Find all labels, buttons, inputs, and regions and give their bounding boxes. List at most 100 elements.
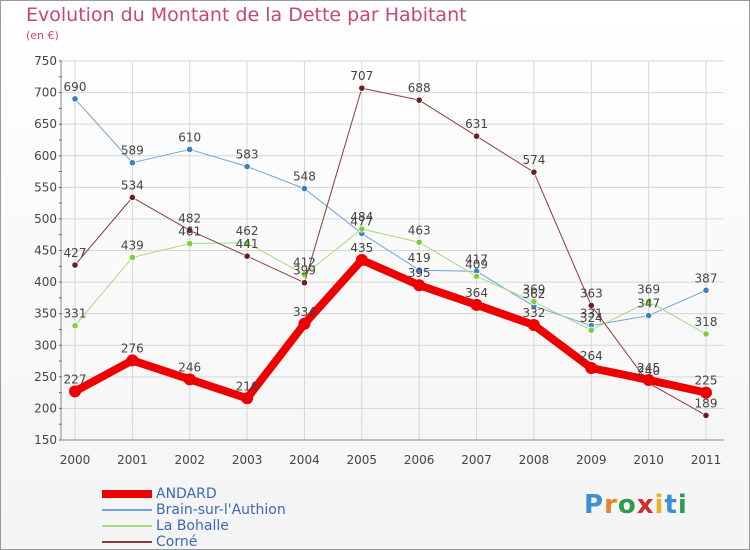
data-label-corn-: 534 bbox=[121, 178, 144, 192]
data-point-corn- bbox=[300, 279, 309, 287]
logo-letter: x bbox=[636, 490, 655, 520]
data-point-corn- bbox=[71, 261, 79, 269]
data-point-corn- bbox=[530, 168, 538, 176]
data-label-la-bohalle: 462 bbox=[236, 224, 259, 238]
data-label-la-bohalle: 412 bbox=[293, 256, 316, 270]
logo-letter: i bbox=[677, 490, 688, 520]
data-point-corn- bbox=[128, 193, 136, 202]
logo-letter: P bbox=[584, 490, 605, 520]
data-point-corn- bbox=[186, 226, 194, 234]
data-label-la-bohalle: 463 bbox=[408, 223, 431, 237]
x-tick-label: 2009 bbox=[576, 453, 607, 467]
x-tick-label: 2010 bbox=[633, 453, 664, 467]
y-tick-label: 700 bbox=[34, 86, 57, 100]
data-point-andard bbox=[470, 298, 483, 311]
y-tick-label: 650 bbox=[34, 117, 57, 131]
data-label-andard: 276 bbox=[121, 341, 144, 355]
data-point-la-bohalle bbox=[472, 272, 481, 280]
legend-item-corn-: Corné bbox=[102, 534, 197, 550]
series-line-la-bohalle bbox=[74, 228, 707, 335]
data-point-la-bohalle bbox=[530, 298, 538, 306]
data-label-la-bohalle: 409 bbox=[465, 257, 488, 271]
data-label-brain-sur-l-authion: 589 bbox=[121, 144, 144, 158]
legend-label: ANDARD bbox=[156, 486, 217, 502]
legend-swatch bbox=[102, 541, 152, 543]
data-point-corn- bbox=[358, 84, 366, 92]
data-point-la-bohalle bbox=[702, 330, 710, 338]
y-tick-label: 600 bbox=[34, 149, 57, 163]
data-label-corn-: 427 bbox=[64, 246, 87, 260]
data-point-la-bohalle bbox=[71, 322, 79, 330]
legend-item-brain-sur-l-authion: Brain-sur-l'Authion bbox=[102, 502, 286, 518]
data-label-andard: 246 bbox=[178, 360, 201, 374]
data-point-andard bbox=[700, 386, 712, 399]
data-point-la-bohalle bbox=[186, 239, 194, 248]
data-label-andard: 227 bbox=[64, 372, 87, 386]
data-label-andard: 264 bbox=[580, 349, 603, 363]
x-tick-label: 2007 bbox=[461, 453, 492, 467]
data-point-corn- bbox=[243, 252, 251, 260]
legend-label: La Bohalle bbox=[156, 518, 229, 534]
proxiti-logo: Proxiti bbox=[584, 490, 688, 520]
data-point-brain-sur-l-authion bbox=[415, 266, 423, 274]
data-label-corn-: 399 bbox=[293, 264, 316, 278]
data-point-andard bbox=[585, 361, 598, 374]
data-label-corn-: 482 bbox=[178, 211, 201, 225]
series-line-brain-sur-l-authion bbox=[74, 98, 707, 327]
data-label-corn-: 688 bbox=[408, 81, 431, 95]
x-tick-label: 2008 bbox=[519, 453, 550, 467]
data-label-la-bohalle: 331 bbox=[64, 307, 87, 321]
data-label-andard: 334 bbox=[293, 305, 316, 319]
data-label-andard: 332 bbox=[522, 306, 545, 320]
data-point-andard bbox=[642, 373, 655, 386]
data-point-corn- bbox=[472, 132, 481, 140]
chart-subtitle: (en €) bbox=[26, 29, 59, 42]
data-label-brain-sur-l-authion: 387 bbox=[695, 271, 718, 285]
y-tick-label: 750 bbox=[34, 54, 57, 68]
chart-title: Evolution du Montant de la Dette par Hab… bbox=[26, 4, 467, 26]
series-line-corn- bbox=[74, 87, 707, 416]
data-point-corn- bbox=[702, 411, 710, 419]
y-tick-label: 200 bbox=[34, 401, 57, 415]
y-tick-label: 250 bbox=[34, 370, 57, 384]
logo-letter: o bbox=[617, 490, 637, 520]
data-point-corn- bbox=[415, 96, 423, 104]
data-label-corn-: 441 bbox=[236, 237, 259, 251]
data-point-andard bbox=[413, 279, 426, 292]
data-label-corn-: 189 bbox=[695, 396, 718, 410]
data-point-la-bohalle bbox=[587, 326, 595, 334]
legend-swatch bbox=[102, 509, 152, 511]
data-label-andard: 245 bbox=[637, 361, 660, 375]
data-label-brain-sur-l-authion: 419 bbox=[408, 251, 431, 265]
y-tick-label: 400 bbox=[34, 275, 57, 289]
legend-item-andard: ANDARD bbox=[102, 486, 217, 502]
data-label-andard: 435 bbox=[350, 241, 373, 255]
data-label-la-bohalle: 439 bbox=[121, 238, 144, 252]
data-label-la-bohalle: 484 bbox=[350, 210, 373, 224]
x-tick-label: 2002 bbox=[174, 453, 205, 467]
data-label-brain-sur-l-authion: 477 bbox=[350, 214, 373, 228]
data-label-andard: 395 bbox=[408, 266, 431, 280]
x-tick-label: 2001 bbox=[117, 453, 148, 467]
x-tick-label: 2005 bbox=[347, 453, 378, 467]
legend-swatch bbox=[102, 525, 152, 527]
data-point-brain-sur-l-authion bbox=[300, 184, 309, 193]
data-label-brain-sur-l-authion: 610 bbox=[178, 130, 201, 144]
data-label-brain-sur-l-authion: 347 bbox=[637, 297, 660, 311]
data-point-la-bohalle bbox=[645, 298, 653, 306]
data-label-la-bohalle: 461 bbox=[178, 225, 201, 239]
data-label-brain-sur-l-authion: 548 bbox=[293, 170, 316, 184]
y-tick-label: 350 bbox=[34, 307, 57, 321]
data-label-la-bohalle: 318 bbox=[695, 315, 718, 329]
y-tick-label: 150 bbox=[34, 433, 57, 447]
logo-letter: r bbox=[604, 490, 618, 520]
data-label-corn-: 631 bbox=[465, 117, 488, 131]
data-label-brain-sur-l-authion: 583 bbox=[236, 147, 259, 161]
data-point-andard bbox=[183, 373, 196, 386]
data-point-brain-sur-l-authion bbox=[71, 95, 79, 103]
data-point-andard bbox=[298, 317, 311, 330]
data-label-corn-: 240 bbox=[637, 364, 660, 378]
data-point-la-bohalle bbox=[128, 253, 136, 262]
